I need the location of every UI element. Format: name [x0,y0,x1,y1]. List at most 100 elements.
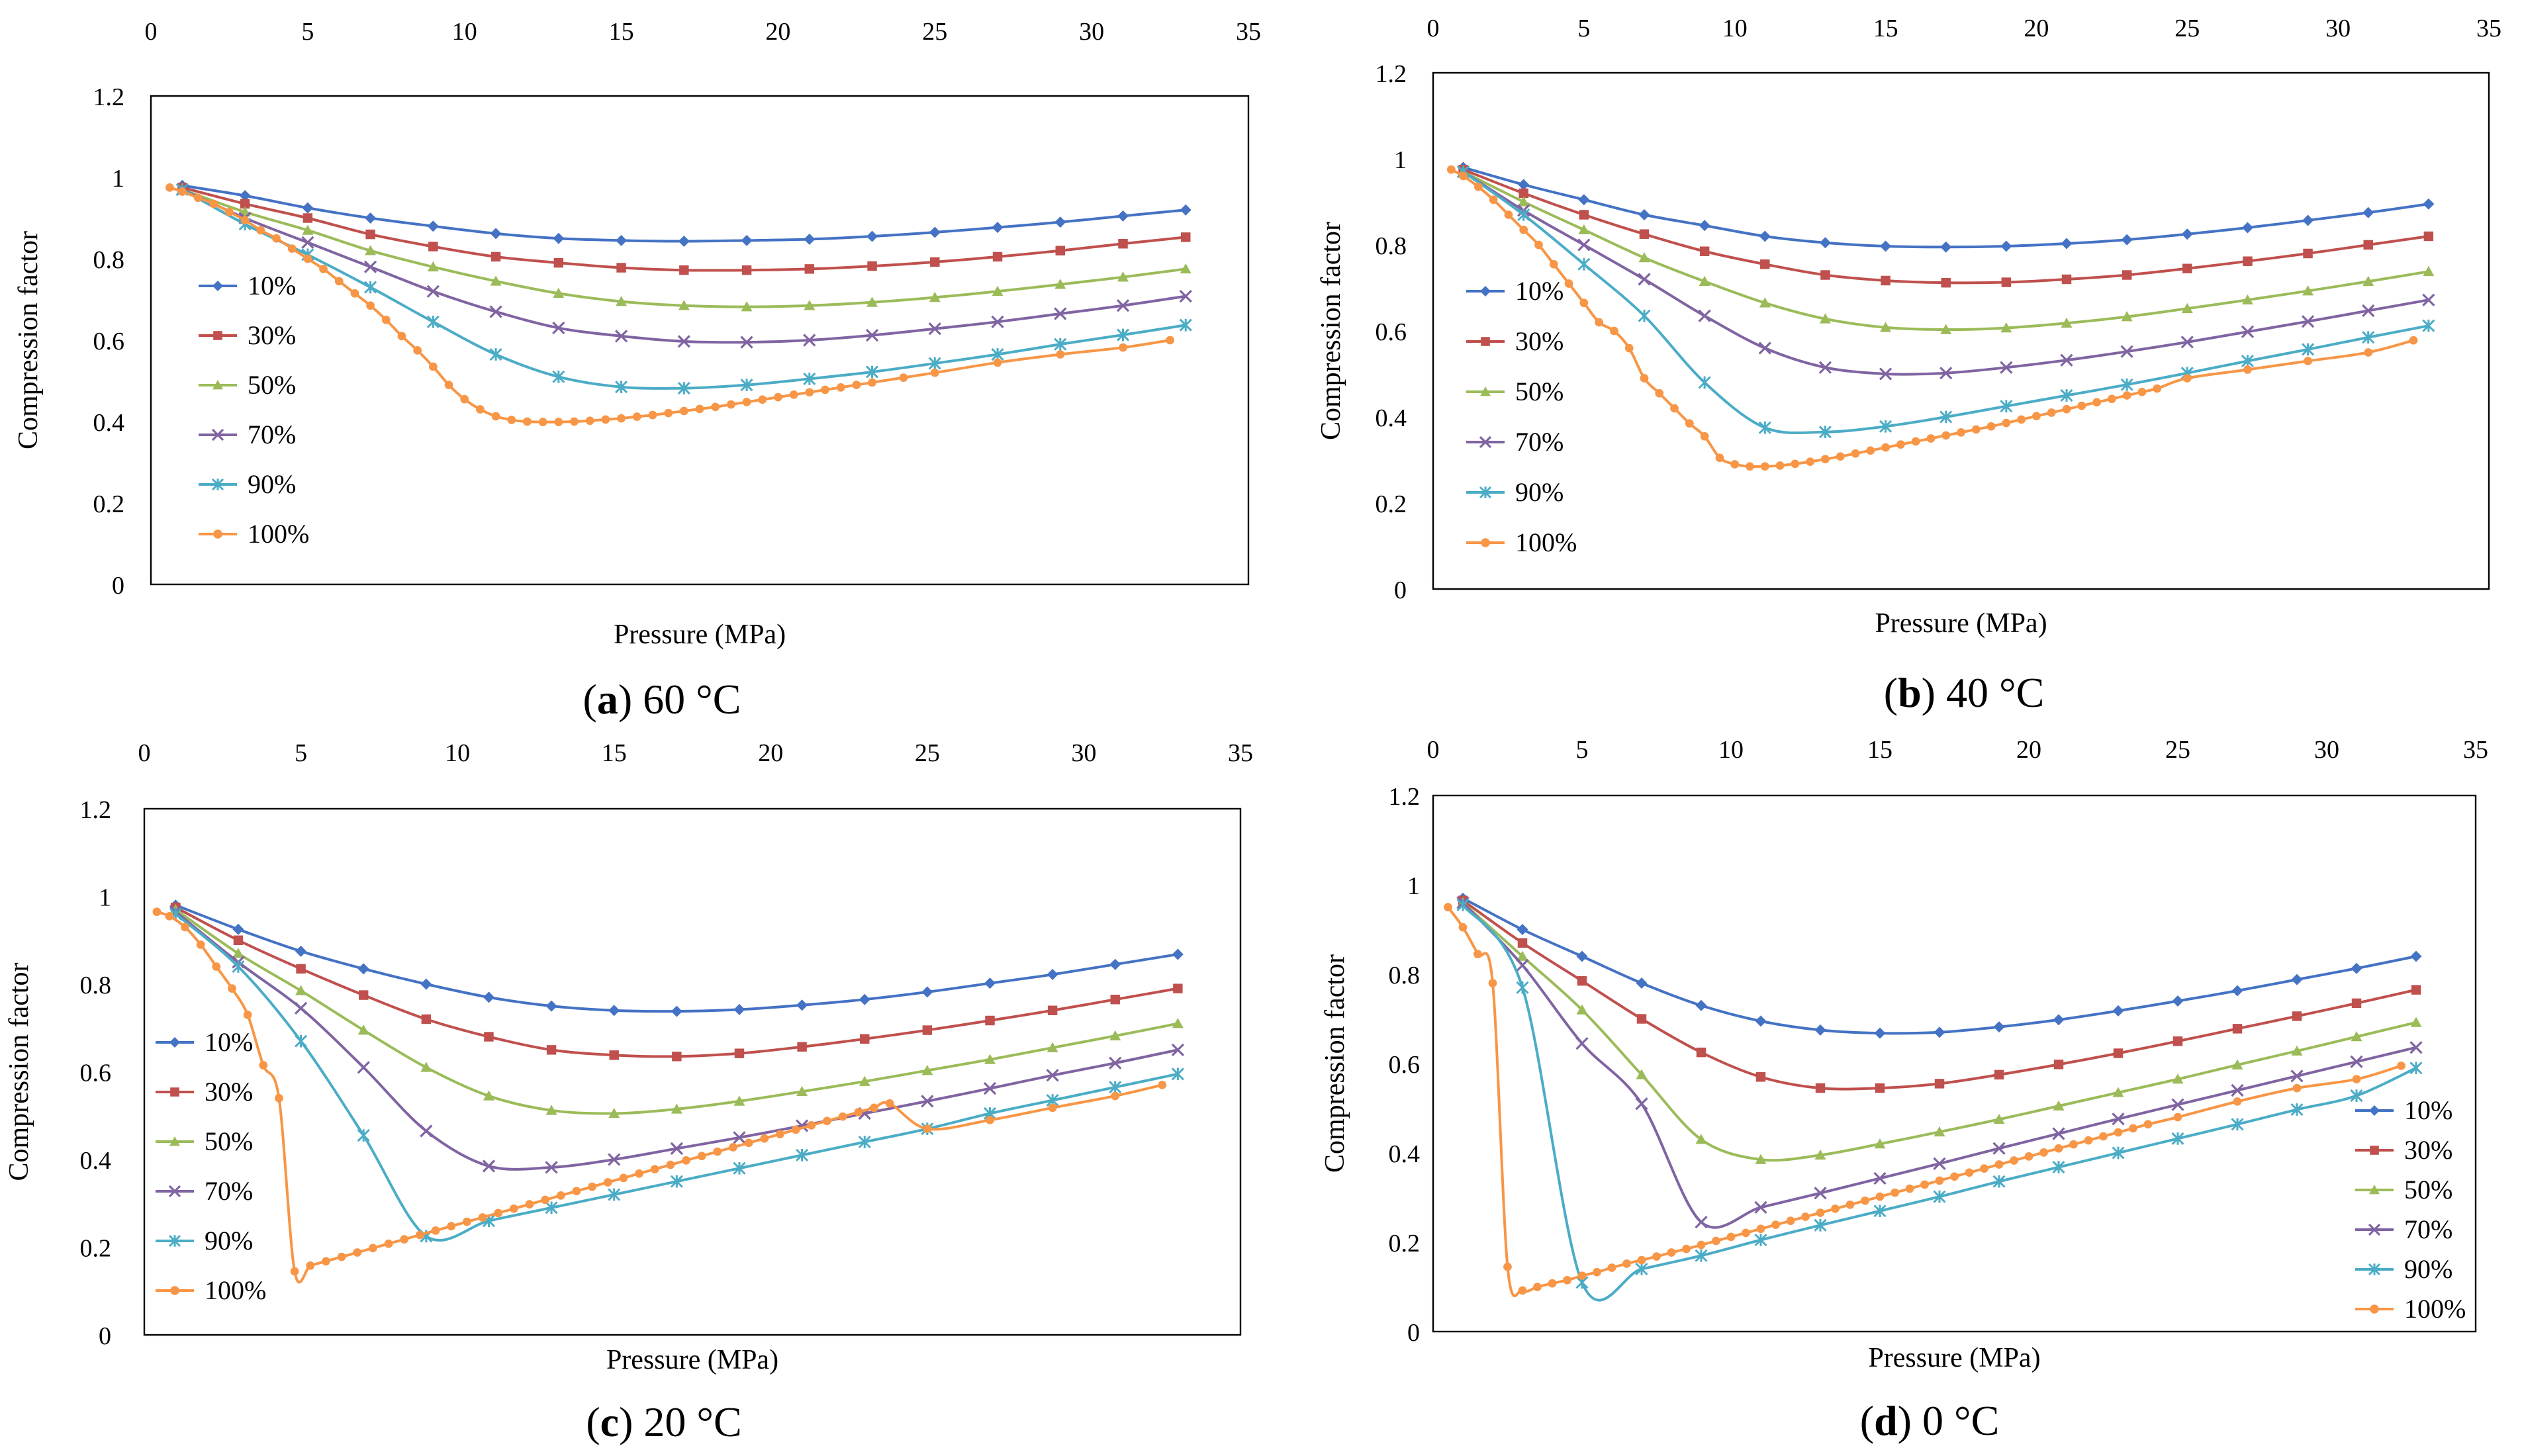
data-point [489,347,502,361]
data-point [1957,428,1965,437]
y-tick-label: 0.8 [93,246,125,274]
data-point [2122,270,2132,280]
data-point [365,245,377,255]
data-point [301,236,314,250]
data-point [1624,343,1634,353]
data-point [2182,263,2192,273]
series-100pct [152,907,1167,1284]
data-point [400,1235,409,1244]
data-point [2290,1069,2304,1083]
data-point [2241,354,2254,368]
series-50pct [169,903,1184,1118]
data-point [608,1153,621,1166]
data-point [1816,1208,1825,1217]
data-point [1879,420,1892,433]
data-point [2112,1146,2125,1160]
data-point [608,1005,620,1017]
legend-label: 90% [1515,477,1564,507]
data-point [1699,220,1710,232]
data-point [711,402,720,412]
series-30pct [177,183,1191,275]
data-point [420,978,432,990]
data-point [353,1248,362,1257]
data-point [603,1178,612,1187]
data-point [1518,1286,1527,1295]
data-point [1636,978,1648,989]
data-point [2180,336,2194,349]
data-point [2060,388,2073,402]
data-point [2121,234,2133,246]
data-point [635,1169,643,1178]
data-point [1759,297,1771,308]
legend-label: 50% [2404,1175,2452,1205]
y-tick-label: 0.8 [80,972,112,999]
data-point [1933,1157,1946,1170]
data-point [733,1161,746,1175]
data-point [1965,1168,1974,1177]
data-point [1920,1180,1929,1189]
series-100pct [1446,165,2418,471]
x-tick-label: 30 [1079,18,1104,46]
data-point [2002,418,2011,428]
data-point [365,229,375,240]
legend-marker [2370,1304,2379,1314]
data-point [1172,1018,1184,1028]
data-point [2112,1113,2125,1126]
data-point [294,1001,308,1015]
y-tick-label: 0.8 [1389,962,1421,989]
data-point [490,275,502,286]
data-point [2362,275,2374,287]
data-point [545,1161,558,1174]
data-point [854,1108,863,1116]
x-tick-label: 35 [2476,15,2501,42]
data-point [302,202,314,214]
data-point [2129,1124,2137,1133]
data-point [2291,1045,2303,1056]
data-point [1109,1030,1121,1040]
data-point [1578,194,1590,206]
data-point [760,1134,769,1143]
data-point [2092,398,2101,407]
data-point [984,978,996,989]
data-point [986,1116,994,1124]
data-point [2231,1118,2244,1131]
legend-label: 70% [248,420,296,449]
data-point [1861,1196,1869,1205]
data-point [427,220,439,232]
x-tick-label: 0 [1427,736,1440,764]
data-point [1791,459,1800,469]
data-point [447,1222,456,1231]
data-point [921,1095,934,1108]
x-tick-label: 15 [602,739,627,767]
data-point [484,1032,494,1042]
x-tick-label: 25 [915,739,940,767]
data-point [1047,968,1058,980]
data-point [1758,421,1771,434]
data-point [1054,307,1067,320]
data-point [742,398,751,406]
data-point [740,336,753,349]
data-point [2121,311,2133,322]
data-point [256,226,265,235]
data-point [1576,1004,1588,1015]
data-point [1056,350,1065,359]
y-tick-label: 1 [99,884,111,912]
plot-area [1432,794,2477,1333]
legend-marker [168,1234,181,1248]
data-point [243,1011,252,1019]
data-point [726,400,735,409]
data-point [2060,353,2073,367]
data-point [2069,1140,2078,1149]
data-point [805,388,814,397]
series-line [181,188,1186,344]
y-tick-label: 1.2 [80,796,112,824]
data-point [1746,462,1754,471]
data-point [319,265,328,273]
data-point [1754,1234,1767,1247]
data-point [1715,453,1724,463]
data-point [489,305,502,318]
data-point [1655,388,1664,398]
data-point [1638,209,1650,220]
y-tick-label: 0.2 [1389,1230,1421,1257]
data-point [1579,210,1589,220]
